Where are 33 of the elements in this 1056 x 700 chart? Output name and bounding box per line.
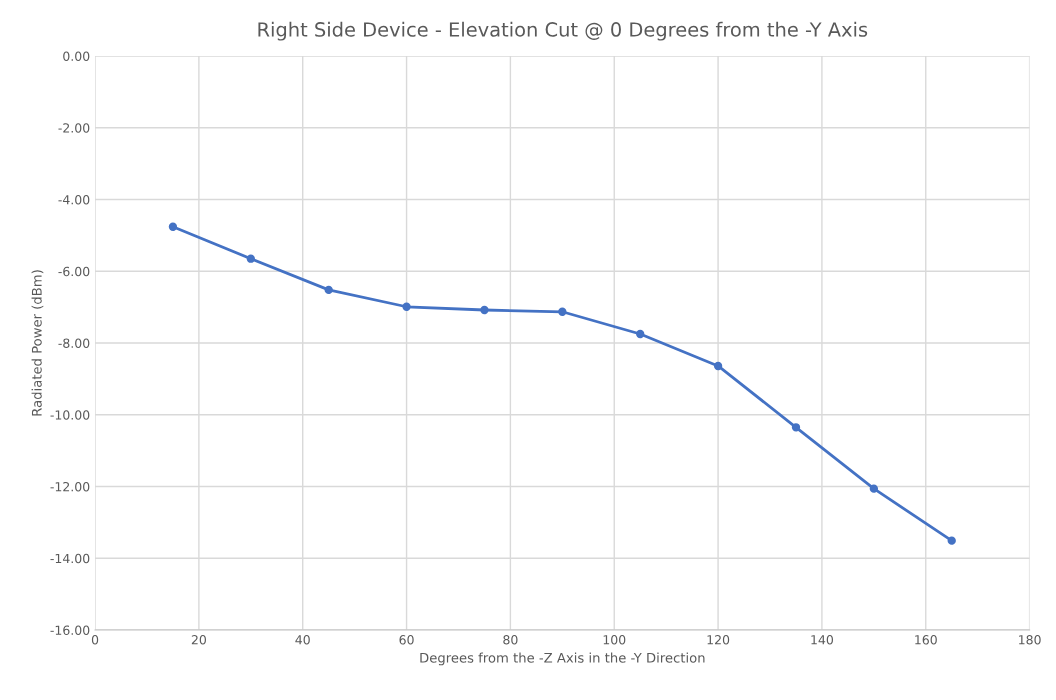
- y-axis-title: Radiated Power (dBm): [31, 270, 44, 416]
- point: [402, 302, 411, 311]
- x-tick-label: 180: [1019, 635, 1041, 645]
- x-tick-label: 160: [915, 635, 937, 645]
- point: [636, 329, 645, 339]
- chart-title: Right Side Device - Elevation Cut @ 0 Degrees from the -Y Axis: [258, 21, 868, 41]
- point: [480, 305, 489, 315]
- y-tick-label: -14.00: [50, 553, 90, 564]
- x-tick-label: 0: [91, 635, 99, 645]
- y-tick-label: -8.00: [58, 338, 90, 348]
- point: [246, 254, 255, 263]
- point: [558, 307, 567, 316]
- y-tick-label: 0.00: [63, 51, 90, 61]
- y-tick-label: -16.00: [50, 625, 90, 635]
- x-tick-label: 100: [603, 635, 626, 645]
- point: [947, 536, 956, 545]
- x-tick-label: 140: [811, 635, 834, 645]
- y-tick-label: -12.00: [50, 481, 90, 492]
- x-tick-label: 120: [707, 635, 730, 645]
- x-tick-label: 20: [191, 635, 206, 645]
- x-tick-label: 40: [295, 635, 310, 645]
- y-tick-label: -2.00: [58, 123, 90, 133]
- point: [713, 361, 723, 371]
- x-tick-label: 60: [399, 635, 414, 645]
- x-axis-title: Degrees from the -Z Axis in the -Y Direction: [420, 652, 705, 666]
- point: [324, 285, 333, 295]
- y-tick-label: -6.00: [58, 266, 90, 277]
- point: [168, 222, 178, 231]
- y-tick-label: -10.00: [50, 410, 90, 420]
- point: [791, 423, 801, 432]
- x-tick-label: 80: [503, 635, 518, 645]
- point: [869, 484, 879, 493]
- y-tick-label: -4.00: [58, 194, 90, 205]
